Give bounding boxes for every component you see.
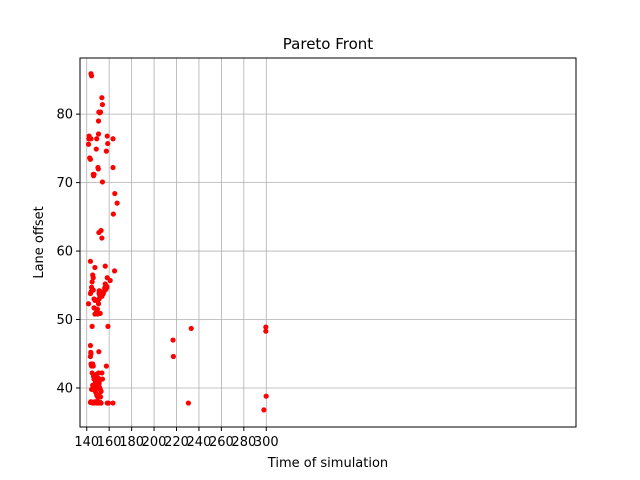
- data-point: [99, 179, 106, 185]
- data-point: [93, 146, 99, 152]
- data-point: [96, 378, 103, 384]
- data-point: [110, 211, 116, 217]
- data-point: [97, 394, 104, 400]
- data-point: [87, 353, 94, 360]
- data-point: [98, 227, 104, 234]
- data-point: [91, 305, 97, 311]
- y-tick-label: 60: [56, 245, 73, 260]
- x-tick-label: 300: [254, 435, 279, 450]
- x-tick-label: 200: [142, 435, 167, 450]
- data-point: [185, 400, 192, 406]
- data-point: [99, 235, 105, 241]
- data-point: [170, 337, 176, 343]
- data-point: [98, 388, 104, 395]
- x-tick-label: 160: [97, 435, 122, 450]
- x-tick-label: 180: [119, 435, 144, 450]
- data-point: [97, 109, 104, 115]
- x-tick-label: 260: [209, 435, 234, 450]
- data-point: [104, 133, 110, 139]
- data-point: [170, 353, 176, 360]
- data-point: [95, 301, 102, 307]
- data-point: [105, 400, 111, 406]
- data-point: [99, 95, 105, 101]
- data-point: [97, 310, 103, 316]
- x-tick-label: 280: [231, 435, 256, 450]
- y-axis-title: Lane offset: [32, 206, 47, 278]
- data-point: [96, 296, 102, 302]
- y-tick-label: 70: [56, 176, 73, 191]
- x-tick-label: 140: [74, 435, 99, 450]
- data-point: [98, 400, 104, 406]
- data-point: [103, 363, 109, 369]
- data-points: [85, 71, 269, 413]
- chart-title: Pareto Front: [283, 35, 374, 53]
- data-point: [110, 164, 116, 171]
- data-point: [95, 370, 102, 376]
- y-tick-label: 40: [56, 381, 73, 396]
- y-tick-label: 50: [56, 313, 73, 328]
- data-point: [90, 363, 96, 369]
- data-point: [105, 140, 111, 147]
- data-point: [92, 297, 98, 303]
- data-point: [263, 324, 269, 330]
- data-point: [188, 325, 194, 332]
- data-point: [88, 136, 94, 142]
- data-point: [263, 328, 269, 334]
- data-point: [95, 118, 102, 124]
- x-axis-title: Time of simulation: [267, 456, 388, 471]
- data-point: [261, 407, 267, 413]
- data-point: [263, 393, 269, 399]
- data-point: [87, 342, 94, 349]
- x-tick-label: 220: [164, 435, 189, 450]
- data-point: [87, 156, 94, 162]
- data-point: [110, 136, 116, 142]
- data-point: [96, 288, 102, 294]
- data-point: [88, 73, 95, 79]
- data-point: [111, 268, 118, 274]
- data-point: [96, 349, 102, 355]
- data-point: [95, 166, 101, 172]
- data-point: [91, 384, 98, 390]
- data-point: [104, 284, 110, 290]
- data-point: [93, 310, 99, 316]
- data-point: [85, 141, 92, 147]
- plot-frame: [79, 57, 577, 428]
- data-point: [85, 301, 92, 307]
- data-point: [87, 258, 94, 264]
- data-point: [90, 287, 96, 293]
- data-point: [112, 190, 118, 197]
- data-point: [95, 131, 102, 137]
- data-point: [103, 148, 109, 154]
- x-tick-label: 240: [187, 435, 212, 450]
- data-point: [90, 275, 96, 281]
- grid-layer: [80, 58, 576, 427]
- data-point: [114, 200, 120, 206]
- data-point: [89, 323, 95, 329]
- data-point: [94, 136, 100, 142]
- data-point: [110, 400, 116, 406]
- data-point: [89, 279, 95, 285]
- data-point: [99, 101, 106, 108]
- data-point: [105, 323, 111, 329]
- data-point: [90, 173, 97, 179]
- y-tick-label: 80: [56, 108, 73, 123]
- data-point: [107, 277, 113, 284]
- data-point: [92, 264, 98, 271]
- data-point: [102, 263, 108, 269]
